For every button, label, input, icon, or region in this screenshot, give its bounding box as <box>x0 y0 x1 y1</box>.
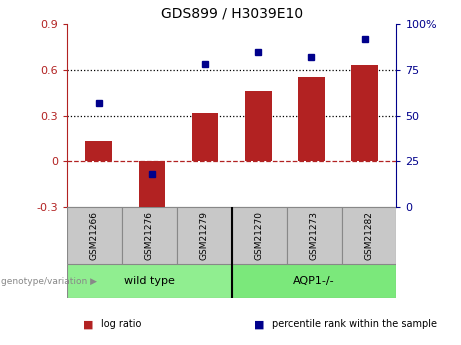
Text: log ratio: log ratio <box>101 319 142 329</box>
Bar <box>139 161 165 210</box>
Bar <box>122 207 177 264</box>
Text: AQP1-/-: AQP1-/- <box>293 276 335 286</box>
Text: genotype/variation ▶: genotype/variation ▶ <box>1 277 97 286</box>
Bar <box>298 78 325 161</box>
Bar <box>67 207 122 264</box>
Title: GDS899 / H3039E10: GDS899 / H3039E10 <box>160 6 303 20</box>
Bar <box>231 207 287 264</box>
Text: wild type: wild type <box>124 276 175 286</box>
Text: percentile rank within the sample: percentile rank within the sample <box>272 319 437 329</box>
Text: GSM21266: GSM21266 <box>90 211 99 260</box>
Text: GSM21279: GSM21279 <box>200 211 209 260</box>
Text: GSM21276: GSM21276 <box>145 211 154 260</box>
Text: ■: ■ <box>83 319 94 329</box>
Bar <box>342 207 396 264</box>
Text: ■: ■ <box>254 319 264 329</box>
Bar <box>351 65 378 161</box>
Bar <box>192 112 219 161</box>
Bar <box>287 207 342 264</box>
Bar <box>231 264 396 298</box>
Text: GSM21270: GSM21270 <box>254 211 264 260</box>
Bar <box>67 264 231 298</box>
Text: GSM21273: GSM21273 <box>309 211 319 260</box>
Text: GSM21282: GSM21282 <box>365 211 373 260</box>
Bar <box>177 207 231 264</box>
Bar <box>85 141 112 161</box>
Bar <box>245 91 272 161</box>
